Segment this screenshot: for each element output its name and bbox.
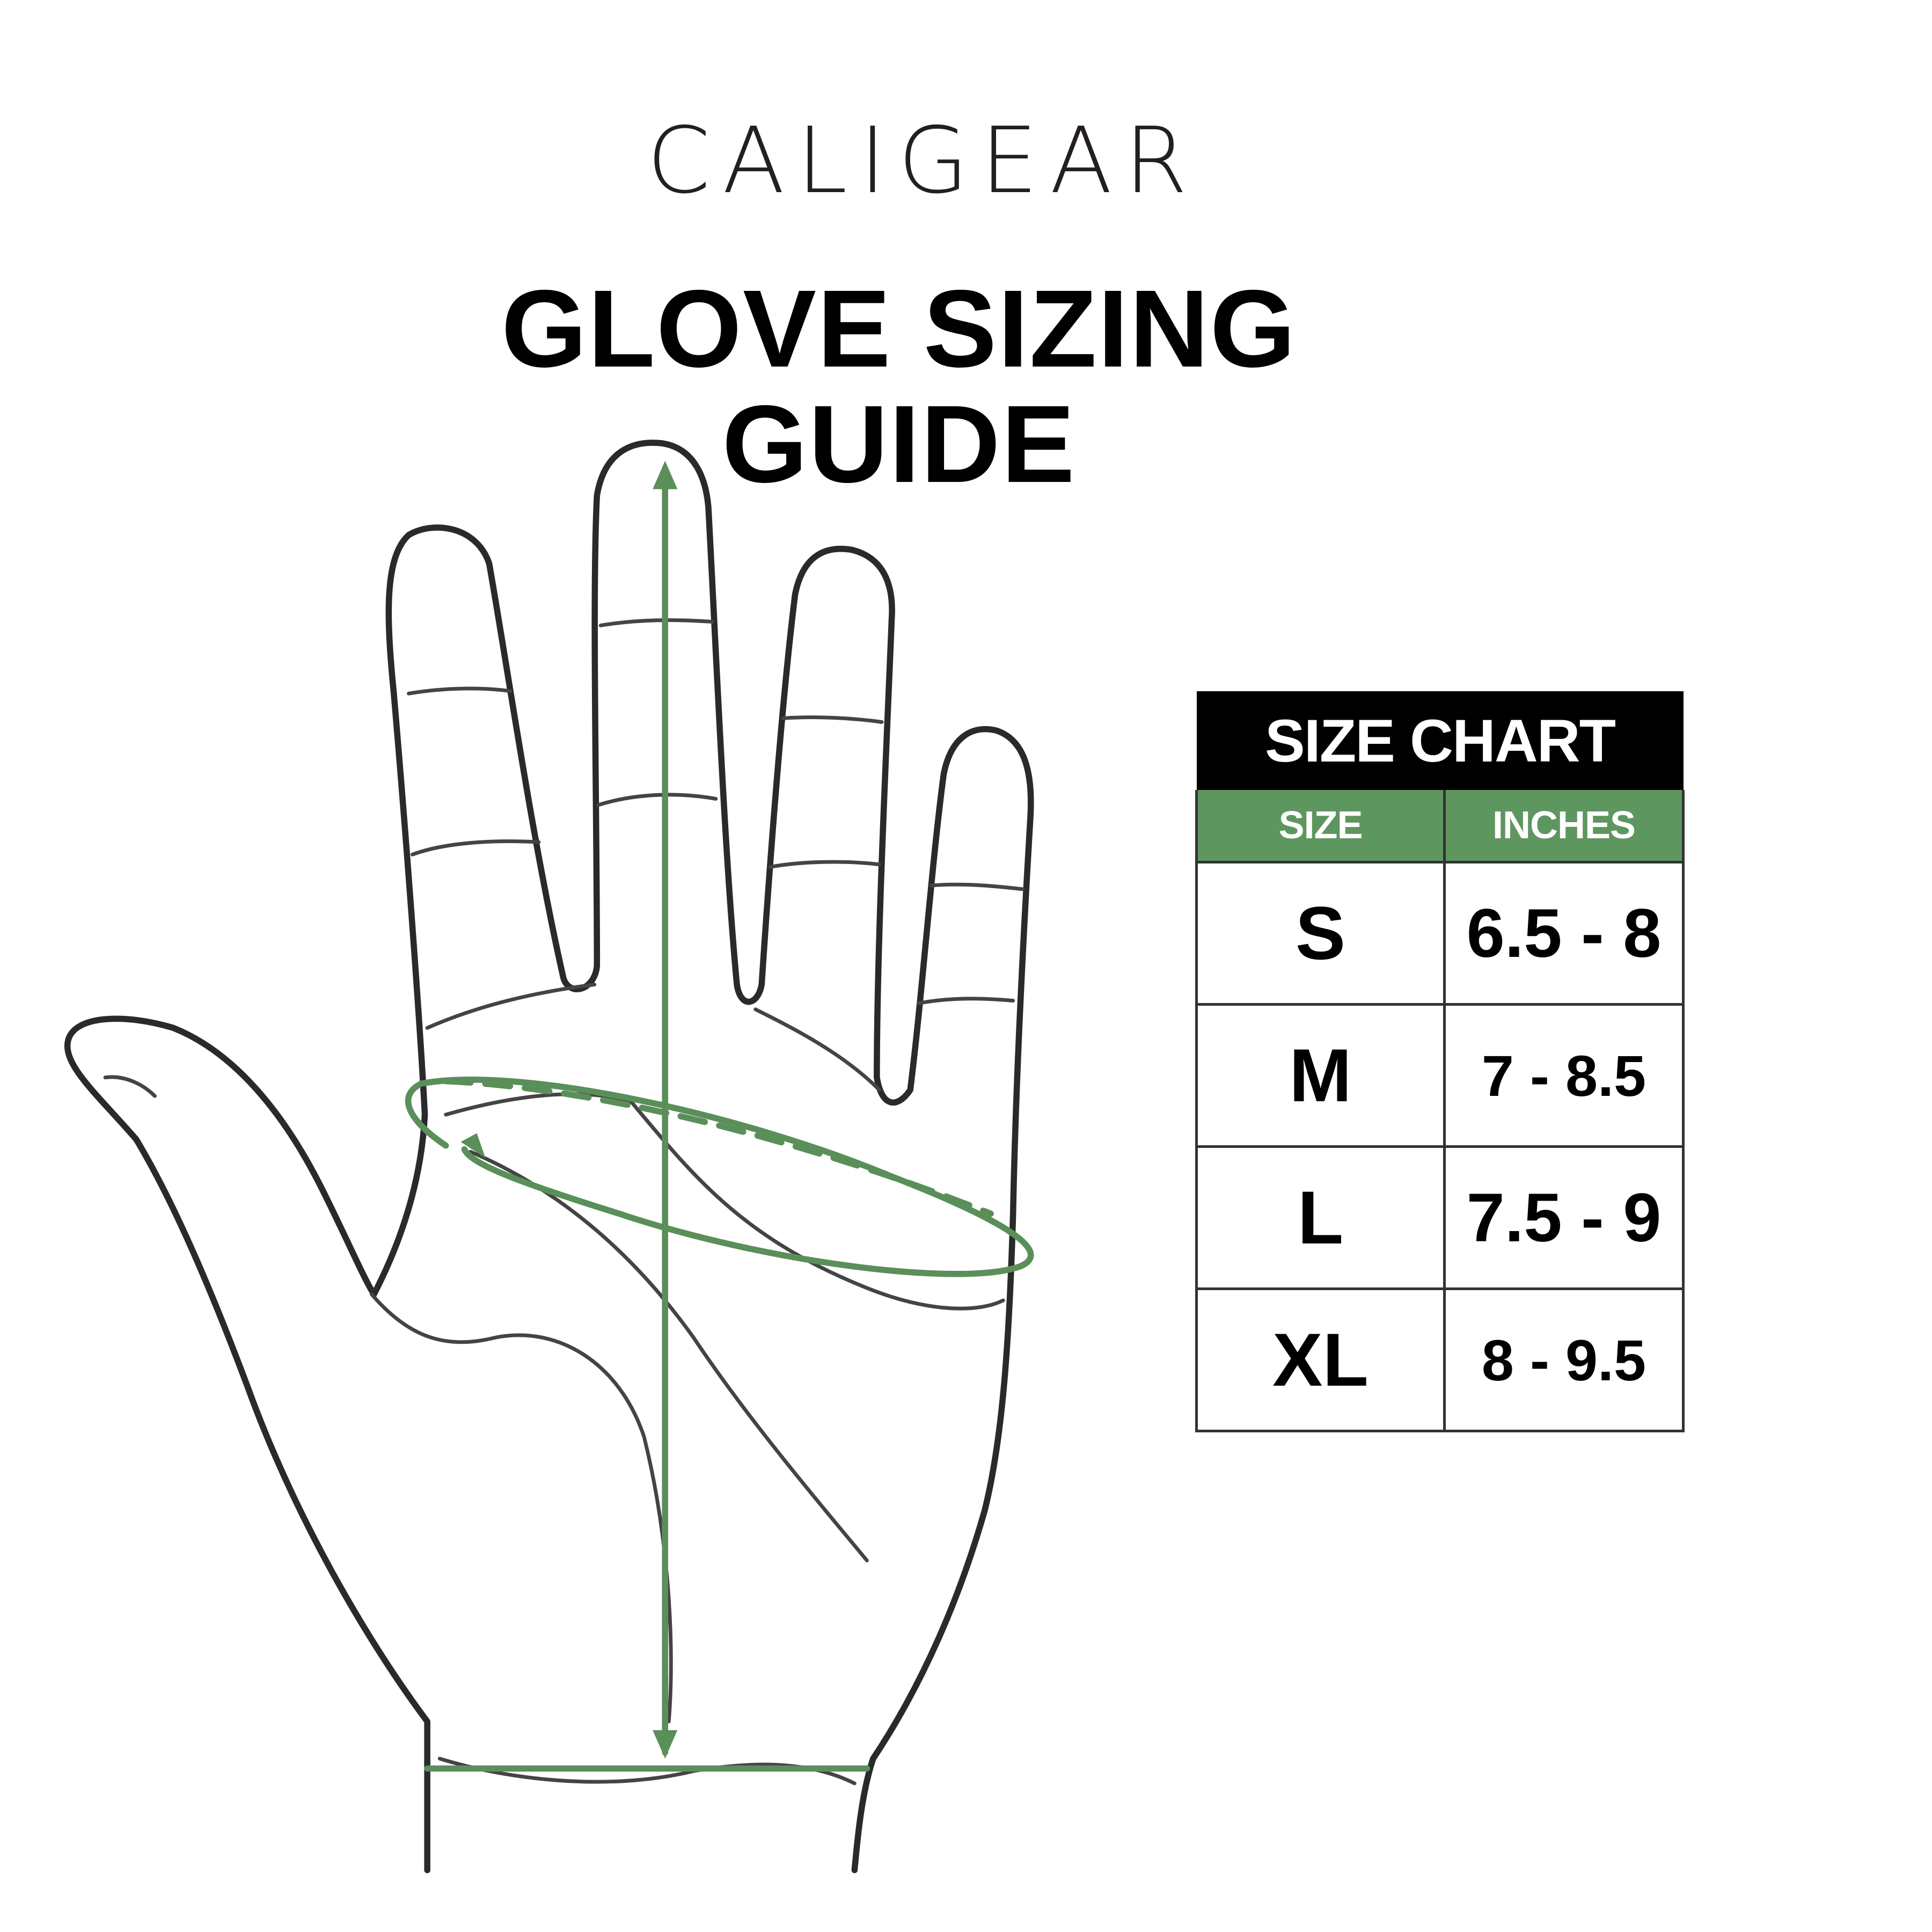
caligear-logo: CALIGEAR	[647, 108, 1199, 214]
column-header-inches: INCHES	[1443, 790, 1685, 863]
inches-cell: 7.5 - 9	[1443, 1145, 1685, 1290]
inches-cell: 8 - 9.5	[1443, 1287, 1685, 1432]
measurement-guides	[405, 460, 1034, 1772]
size-cell: S	[1195, 861, 1446, 1006]
palm-loop-back	[443, 1078, 994, 1217]
size-cell: M	[1195, 1003, 1446, 1148]
palm-circumference-loop	[405, 1077, 1034, 1277]
size-cell: XL	[1195, 1287, 1446, 1432]
table-row: S 6.5 - 8	[1195, 861, 1685, 1006]
size-chart-title: SIZE CHART	[1265, 707, 1616, 774]
table-row: M 7 - 8.5	[1195, 1003, 1685, 1148]
size-cell: L	[1195, 1145, 1446, 1290]
column-header-size: SIZE	[1195, 790, 1446, 863]
table-row: L 7.5 - 9	[1195, 1145, 1685, 1290]
inches-cell: 7 - 8.5	[1443, 1003, 1685, 1148]
hand-outline	[64, 440, 1034, 1874]
inches-cell: 6.5 - 8	[1443, 861, 1685, 1006]
page-title: GLOVE SIZING GUIDE	[501, 267, 1297, 506]
table-row: XL 8 - 9.5	[1195, 1287, 1685, 1432]
size-chart-table: SIZE CHART SIZE INCHES S 6.5 - 8 M 7 - 8…	[1195, 691, 1685, 1432]
